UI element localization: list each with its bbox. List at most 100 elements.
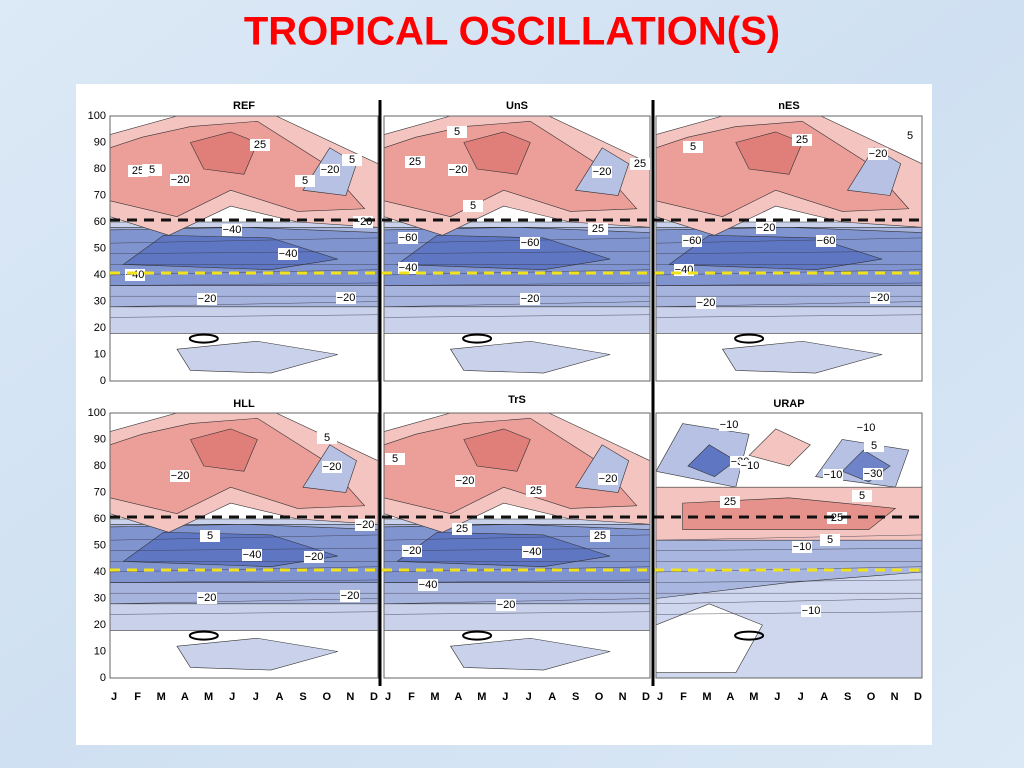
label-bg (682, 235, 702, 247)
contour-fill (176, 340, 338, 374)
contour-fill (735, 131, 803, 175)
panel-title: TrS (508, 394, 526, 406)
contour-line (656, 282, 922, 286)
label-bg (250, 139, 270, 151)
panel (110, 413, 378, 678)
label-bg (295, 175, 315, 187)
month-label: M (477, 691, 486, 703)
label-bg (598, 473, 618, 485)
contour-label: −20 (869, 148, 888, 160)
contour-line (110, 598, 378, 604)
panel-title: HLL (233, 398, 255, 410)
month-label: J (229, 691, 235, 703)
contour-label: 5 (907, 130, 913, 142)
panel-frame (383, 412, 651, 679)
label-bg (342, 154, 362, 166)
contour-label: −60 (521, 237, 540, 249)
contour-line (384, 269, 650, 276)
month-label: S (299, 691, 306, 703)
label-bg (340, 590, 360, 602)
contour-label: −60 (683, 235, 702, 247)
label-bg (740, 460, 760, 472)
label-bg (823, 469, 843, 481)
label-bg (526, 485, 546, 497)
contour-label: 25 (796, 134, 808, 146)
contour-line (384, 282, 650, 286)
zero-contour (188, 630, 219, 641)
contour-fill (463, 131, 531, 175)
contour-label: 25 (634, 158, 646, 170)
label-bg (320, 164, 340, 176)
contour-label: 25 (592, 223, 604, 235)
contour-line (384, 301, 650, 307)
zero-contour (734, 333, 765, 344)
contour-label: −20 (497, 599, 516, 611)
month-label: A (820, 691, 828, 703)
contour-label: −40 (279, 248, 298, 260)
label-bg (455, 475, 475, 487)
contour-label: −20 (198, 592, 217, 604)
zero-contour (462, 333, 493, 344)
contour-line (656, 579, 922, 583)
contour-label: −20 (456, 475, 475, 487)
y-tick-label: 90 (94, 433, 106, 445)
contour-line (656, 250, 922, 254)
contour-label: 25 (724, 496, 736, 508)
contour-label: −60 (399, 232, 418, 244)
contour-label: 5 (392, 453, 398, 465)
zero-contour (734, 630, 765, 641)
contour-label: 5 (827, 534, 833, 546)
contour-label: −10 (857, 422, 876, 434)
month-label: M (702, 691, 711, 703)
panel-title: REF (233, 100, 255, 112)
label-bg (170, 470, 190, 482)
label-bg (398, 232, 418, 244)
contour-label: 5 (871, 440, 877, 452)
y-tick-label: 30 (94, 592, 106, 604)
month-label: D (370, 691, 378, 703)
label-bg (336, 292, 356, 304)
plots: REF 25 25 5 −20 5 −20 5 −40 −40 −20 −40 −20 −20 UnS 5 25… (88, 100, 923, 703)
y-tick-label: 20 (94, 322, 106, 334)
contour-label: 25 (254, 139, 266, 151)
month-label: F (134, 691, 141, 703)
label-bg (820, 534, 840, 546)
contour-label: −20 (171, 470, 190, 482)
contour-label: 5 (324, 432, 330, 444)
label-bg (405, 156, 425, 168)
label-bg (792, 134, 812, 146)
label-bg (197, 592, 217, 604)
label-bg (870, 292, 890, 304)
contour-label: −20 (599, 473, 618, 485)
contour-label: −20 (198, 293, 217, 305)
contour-label: −40 (419, 579, 438, 591)
label-bg (402, 545, 422, 557)
y-tick-label: 60 (94, 216, 106, 228)
contour-label: −20 (593, 166, 612, 178)
contour-line (110, 534, 378, 541)
contour-label: −20 (341, 590, 360, 602)
contour-line (656, 566, 922, 573)
contour-fill (189, 131, 258, 175)
month-label: F (680, 691, 687, 703)
label-bg (588, 223, 608, 235)
contour-label: 5 (207, 530, 213, 542)
month-label: A (181, 691, 189, 703)
contour-line (384, 250, 650, 254)
contour-line (110, 269, 378, 276)
contour-label: −20 (757, 222, 776, 234)
y-tick-label: 10 (94, 348, 106, 360)
label-bg (242, 549, 262, 561)
contour-label: 5 (690, 141, 696, 153)
contour-label: −40 (523, 546, 542, 558)
y-tick-label: 40 (94, 269, 106, 281)
contour-label: 5 (470, 200, 476, 212)
contour-fill (189, 428, 258, 472)
y-tick-label: 0 (100, 375, 106, 387)
label-bg (592, 166, 612, 178)
y-tick-label: 30 (94, 295, 106, 307)
panel (656, 413, 922, 678)
contour-line (110, 237, 378, 244)
label-bg (756, 222, 776, 234)
y-tick-label: 70 (94, 486, 106, 498)
